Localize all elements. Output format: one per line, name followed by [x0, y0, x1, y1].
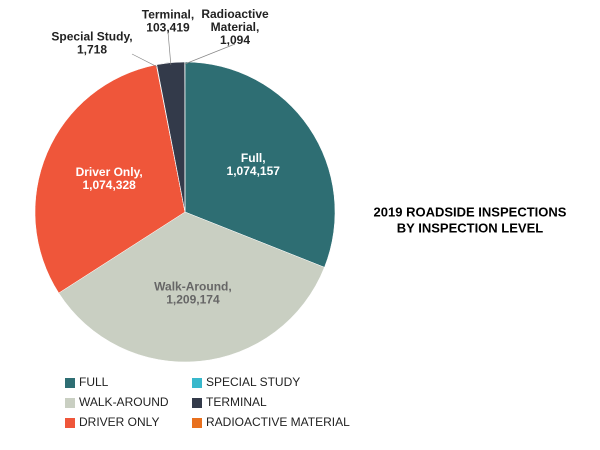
- slice-label: Driver Only, 1,074,328: [76, 165, 143, 192]
- value-label: 1,074,328: [82, 178, 136, 192]
- legend-label: RADIOACTIVE MATERIAL: [206, 415, 350, 429]
- slice-label: Full, 1,074,157: [227, 151, 281, 178]
- legend-label: FULL: [79, 375, 109, 389]
- legend-swatch: [65, 398, 75, 408]
- legend-swatch: [192, 418, 202, 428]
- legend-swatch: [65, 418, 75, 428]
- slice-label-line: Terminal,: [142, 8, 194, 22]
- slice-label-line: Driver Only,: [76, 165, 143, 179]
- slice-label-line: Special Study,: [51, 30, 132, 44]
- pie-slice: [184, 61, 336, 268]
- slice-label: Terminal, 103,419: [142, 8, 194, 35]
- legend-swatch: [65, 378, 75, 388]
- slice-label-line: Material,: [211, 20, 260, 34]
- value-label: 1,094: [220, 33, 250, 47]
- chart-title: BY INSPECTION LEVEL: [397, 220, 543, 235]
- leader-line: [184, 43, 236, 65]
- chart-title: 2019 ROADSIDE INSPECTIONS: [374, 204, 567, 219]
- legend-swatch: [192, 398, 202, 408]
- value-label: 1,074,157: [227, 164, 281, 178]
- value-label: 103,419: [146, 21, 190, 35]
- leader-line: [167, 31, 172, 65]
- leader-line: [131, 53, 158, 68]
- legend-swatch: [192, 378, 202, 388]
- value-label: 1,718: [77, 43, 107, 57]
- value-label: 1,209,174: [166, 293, 220, 307]
- pie-slice: [34, 64, 186, 294]
- slice-label-line: Full,: [241, 151, 266, 165]
- slice-label: Walk-Around, 1,209,174: [154, 280, 232, 307]
- pie-slice: [58, 211, 325, 363]
- legend-label: WALK-AROUND: [79, 395, 169, 409]
- slice-label-line: Radioactive: [201, 7, 269, 21]
- legend-label: TERMINAL: [206, 395, 267, 409]
- legend-label: SPECIAL STUDY: [206, 375, 300, 389]
- slice-label-line: Walk-Around,: [154, 280, 232, 294]
- legend-label: DRIVER ONLY: [79, 415, 159, 429]
- slice-label: Special Study, 1,718: [51, 30, 132, 57]
- slice-label: Radioactive Material, 1,094: [201, 7, 269, 47]
